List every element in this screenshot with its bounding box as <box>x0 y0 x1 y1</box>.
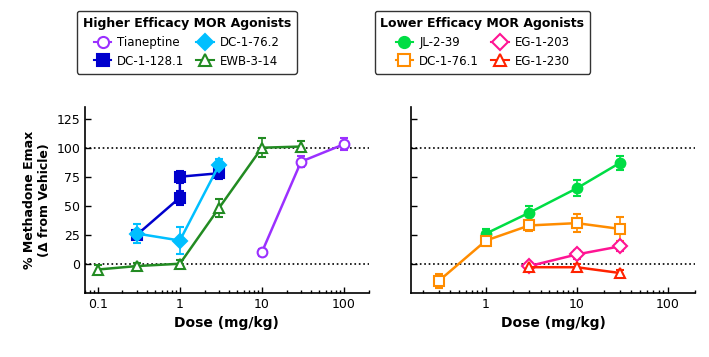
Legend: Tianeptine, DC-1-128.1, DC-1-76.2, EWB-3-14: Tianeptine, DC-1-128.1, DC-1-76.2, EWB-3… <box>77 11 297 74</box>
X-axis label: Dose (mg/kg): Dose (mg/kg) <box>501 316 605 330</box>
Y-axis label: % Methadone Emax
(Δ from Vehicle): % Methadone Emax (Δ from Vehicle) <box>23 131 51 269</box>
Legend: JL-2-39, DC-1-76.1, EG-1-203, EG-1-230: JL-2-39, DC-1-76.1, EG-1-203, EG-1-230 <box>374 11 591 74</box>
X-axis label: Dose (mg/kg): Dose (mg/kg) <box>174 316 279 330</box>
